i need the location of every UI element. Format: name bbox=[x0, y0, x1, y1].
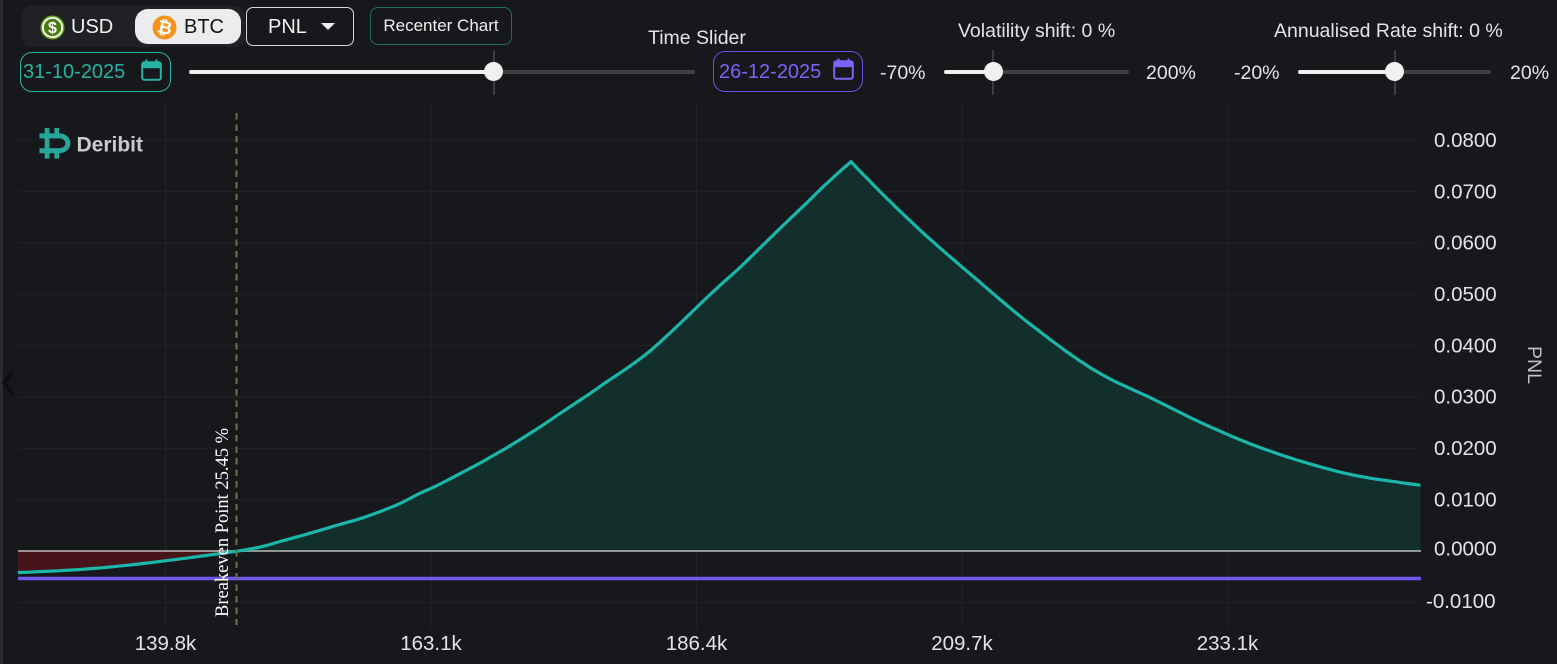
svg-text:0.0400: 0.0400 bbox=[1434, 334, 1497, 357]
svg-text:₿: ₿ bbox=[156, 16, 175, 39]
svg-text:186.4k: 186.4k bbox=[666, 632, 728, 655]
svg-text:Deribit: Deribit bbox=[77, 133, 144, 156]
svg-text:0.0800: 0.0800 bbox=[1434, 129, 1497, 152]
svg-text:0.0600: 0.0600 bbox=[1434, 232, 1497, 255]
svg-text:0.0200: 0.0200 bbox=[1434, 437, 1497, 460]
svg-text:0.0700: 0.0700 bbox=[1434, 180, 1497, 203]
svg-text:163.1k: 163.1k bbox=[400, 632, 462, 655]
svg-text:233.1k: 233.1k bbox=[1197, 632, 1259, 655]
svg-text:0.0100: 0.0100 bbox=[1434, 488, 1497, 511]
svg-text:0.0000: 0.0000 bbox=[1434, 537, 1497, 560]
svg-text:0.0300: 0.0300 bbox=[1434, 386, 1497, 409]
svg-text:209.7k: 209.7k bbox=[931, 632, 993, 655]
svg-text:139.8k: 139.8k bbox=[135, 632, 197, 655]
svg-text:-0.0100: -0.0100 bbox=[1426, 590, 1496, 613]
svg-text:0.0500: 0.0500 bbox=[1434, 283, 1497, 306]
svg-text:Breakeven Point 25.45 %: Breakeven Point 25.45 % bbox=[213, 428, 233, 617]
svg-text:PNL: PNL bbox=[1523, 346, 1545, 384]
svg-text:$: $ bbox=[48, 20, 57, 37]
